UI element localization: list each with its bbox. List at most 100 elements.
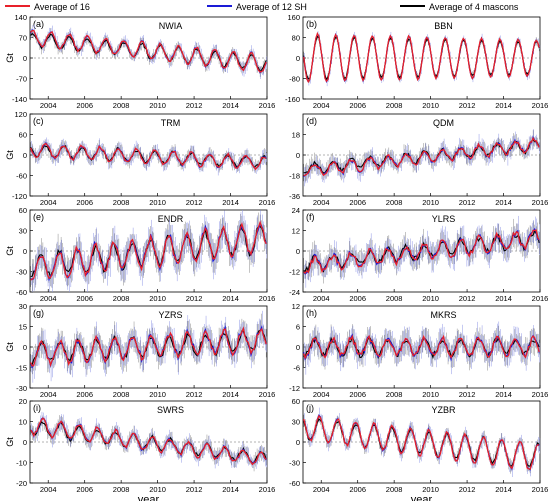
y-tick-label: -60 (289, 479, 300, 488)
y-tick-label: 70 (19, 34, 27, 43)
y-tick-label: -12 (289, 268, 300, 277)
series-line-average-16 (303, 31, 540, 84)
y-tick-label: -12 (289, 384, 300, 393)
panel-title: NWIA (159, 21, 183, 31)
x-tick-label: 2016 (532, 294, 549, 303)
series-line-average-16 (30, 142, 267, 171)
x-tick-label: 2006 (349, 294, 366, 303)
y-tick-label: 20 (19, 397, 27, 406)
y-tick-label: -30 (16, 384, 27, 393)
error-bars (303, 215, 541, 288)
x-tick-label: 2014 (495, 198, 512, 207)
x-tick-label: 2010 (422, 485, 439, 494)
panel-swrs: -20 -10 0 10 20 2004 2006 2008 2010 2012 2014 2016 (… (5, 397, 275, 501)
y-axis-label: Gt (5, 53, 15, 63)
error-bars (303, 407, 541, 478)
x-tick-label: 2004 (313, 390, 330, 399)
y-tick-label: -18 (289, 172, 300, 181)
x-tick-label: 2012 (186, 485, 203, 494)
series-line-average-16 (303, 414, 540, 470)
x-axis-label: year (411, 494, 433, 501)
panel-qdm: -36 -18 0 18 2004 2006 2008 2010 2012 2014 2016 (d)… (289, 113, 549, 207)
panel-title: ENDR (158, 214, 184, 224)
x-tick-label: 2014 (222, 485, 239, 494)
legend-label-average-16: Average of 16 (34, 2, 90, 12)
x-tick-label: 2006 (76, 485, 93, 494)
y-tick-label: 140 (14, 13, 27, 22)
panel-mkrs: -12 -6 0 6 12 2004 2006 2008 2010 2012 2014 2016 (h)… (289, 302, 548, 399)
y-tick-label: 6 (296, 323, 300, 332)
x-tick-label: 2014 (495, 485, 512, 494)
panel-letter: (g) (33, 308, 44, 318)
y-tick-label: -15 (16, 364, 27, 373)
panel-letter: (h) (306, 308, 317, 318)
x-tick-label: 2010 (422, 390, 439, 399)
x-tick-label: 2010 (422, 294, 439, 303)
y-axis-label: Gt (5, 246, 15, 256)
y-tick-label: 120 (14, 110, 27, 119)
error-bars (30, 137, 268, 176)
panel-letter: (f) (306, 212, 315, 222)
y-tick-label: -80 (289, 75, 300, 84)
y-tick-label: 0 (23, 438, 27, 447)
x-tick-label: 2012 (459, 485, 476, 494)
y-tick-label: -60 (16, 172, 27, 181)
x-tick-label: 2010 (149, 294, 166, 303)
x-tick-label: 2012 (186, 294, 203, 303)
x-tick-label: 2010 (149, 101, 166, 110)
x-tick-label: 2014 (222, 198, 239, 207)
series-line-average-4-mascons (30, 32, 267, 73)
series-line-average-16 (30, 29, 267, 73)
panel-letter: (i) (33, 403, 41, 413)
y-tick-label: 60 (19, 131, 27, 140)
x-tick-label: 2016 (532, 198, 549, 207)
x-tick-label: 2012 (459, 198, 476, 207)
x-tick-label: 2014 (495, 390, 512, 399)
y-tick-label: 0 (296, 343, 300, 352)
y-tick-label: 60 (292, 397, 300, 406)
y-tick-label: 0 (23, 247, 27, 256)
panel-letter: (a) (33, 19, 44, 29)
x-tick-label: 2008 (386, 101, 403, 110)
panel-title: YLRS (432, 214, 456, 224)
y-tick-label: -6 (293, 364, 300, 373)
panel-yzbr: -60 -30 0 30 60 2004 2006 2008 2010 2012 2014 2016 (… (289, 397, 548, 501)
y-tick-label: -30 (16, 268, 27, 277)
panel-letter: (d) (306, 116, 317, 126)
x-tick-label: 2010 (149, 485, 166, 494)
x-tick-label: 2004 (40, 294, 57, 303)
y-tick-label: -20 (16, 479, 27, 488)
y-tick-label: -30 (289, 459, 300, 468)
y-tick-label: 0 (23, 343, 27, 352)
x-tick-label: 2008 (113, 390, 130, 399)
y-tick-label: -10 (16, 459, 27, 468)
x-tick-label: 2016 (532, 390, 549, 399)
y-tick-label: 24 (292, 206, 300, 215)
x-tick-label: 2006 (349, 198, 366, 207)
x-tick-label: 2016 (532, 101, 549, 110)
y-tick-label: -60 (16, 288, 27, 297)
panel-bbn: -160 -80 0 80 160 2004 2006 2008 2010 2012 2014 201… (285, 13, 548, 110)
panel-nwia: -140 -70 0 70 140 2004 2006 2008 2010 2012 2014 201… (5, 13, 275, 110)
x-tick-label: 2016 (532, 485, 549, 494)
x-tick-label: 2008 (113, 294, 130, 303)
panel-title: YZBR (431, 405, 456, 415)
y-axis-label: Gt (5, 150, 15, 160)
x-tick-label: 2004 (40, 198, 57, 207)
x-tick-label: 2008 (386, 390, 403, 399)
series-line-average-16 (30, 326, 267, 368)
x-tick-label: 2006 (76, 390, 93, 399)
x-tick-label: 2008 (386, 198, 403, 207)
series-line-average-16 (303, 334, 540, 360)
y-tick-label: -36 (289, 192, 300, 201)
x-tick-label: 2004 (40, 390, 57, 399)
x-tick-label: 2012 (459, 390, 476, 399)
x-tick-label: 2010 (149, 198, 166, 207)
y-tick-label: 0 (23, 151, 27, 160)
panel-title: TRM (161, 118, 181, 128)
x-tick-label: 2008 (386, 294, 403, 303)
panel-title: MKRS (430, 310, 456, 320)
y-tick-label: -24 (289, 288, 300, 297)
x-axis-label: year (138, 494, 160, 501)
x-tick-label: 2004 (40, 485, 57, 494)
